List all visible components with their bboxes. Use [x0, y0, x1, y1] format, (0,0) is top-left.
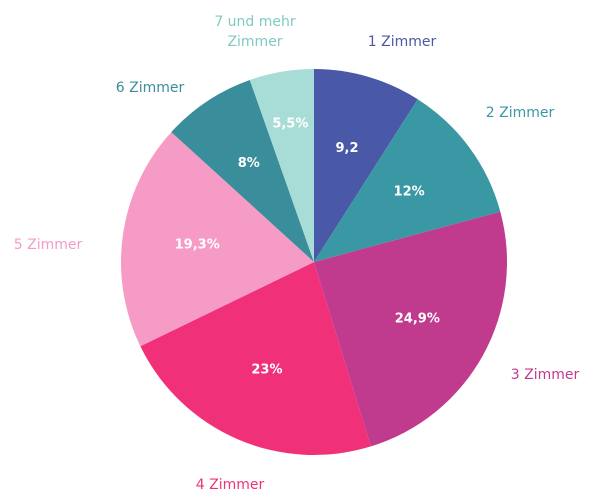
value-label: 5,5% — [272, 117, 308, 132]
category-label: 5 Zimmer — [13, 237, 83, 253]
pie-slice — [249, 69, 314, 262]
value-label: 24,9% — [395, 311, 440, 326]
pie-slice — [314, 69, 418, 262]
pie-slice — [314, 211, 507, 447]
value-label: 23% — [251, 363, 282, 378]
category-label: 3 Zimmer — [510, 367, 580, 383]
category-label: 2 Zimmer — [485, 105, 555, 121]
value-label: 19,3% — [175, 238, 220, 253]
category-label: 4 Zimmer — [195, 477, 265, 493]
pie-slice — [314, 99, 501, 262]
pie-slice — [171, 79, 314, 263]
category-label: 1 Zimmer — [367, 34, 437, 50]
value-label: 9,2 — [336, 141, 359, 156]
value-label: 12% — [394, 185, 425, 200]
pie-slice — [140, 262, 371, 455]
category-label: 7 und mehr Zimmer — [214, 14, 296, 50]
value-label: 8% — [238, 156, 260, 171]
pie-slice — [121, 132, 314, 347]
category-label: 6 Zimmer — [115, 80, 185, 96]
